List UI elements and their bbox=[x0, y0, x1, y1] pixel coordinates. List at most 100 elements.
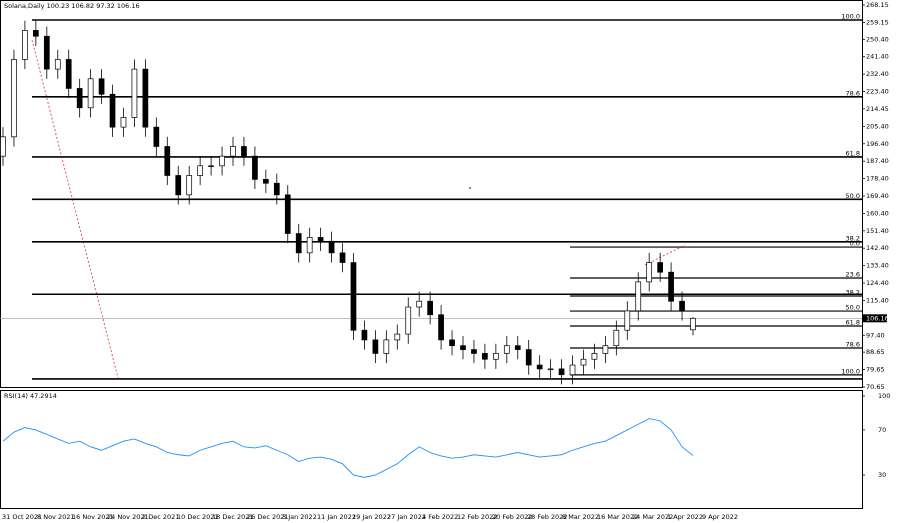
fib-label: 38.2 bbox=[846, 288, 860, 296]
candle-body bbox=[547, 368, 554, 371]
x-tick-label: 12 Feb 2022 bbox=[457, 513, 497, 521]
candle-body bbox=[54, 59, 61, 70]
rsi-tick-label: 30 bbox=[878, 471, 886, 479]
x-tick-label: 24 Mar 2022 bbox=[632, 513, 673, 521]
candle-body bbox=[142, 68, 149, 128]
candle-body bbox=[98, 78, 105, 95]
marker-dot bbox=[469, 187, 471, 189]
candle-body bbox=[405, 306, 412, 335]
candle-body bbox=[668, 271, 674, 302]
fib-label: 100.0 bbox=[841, 367, 860, 375]
x-tick-label: 19 Jan 2022 bbox=[352, 513, 391, 521]
candle-body bbox=[306, 237, 313, 254]
candle-body bbox=[613, 329, 620, 347]
x-tick-label: 16 Nov 2021 bbox=[72, 513, 114, 521]
candle-body bbox=[33, 30, 39, 37]
rsi-tick-label: 100 bbox=[878, 392, 890, 400]
x-tick-label: 27 Jan 2022 bbox=[387, 513, 426, 521]
candle-body bbox=[22, 30, 28, 60]
x-tick-label: 11 Jan 2022 bbox=[317, 513, 356, 521]
candle-body bbox=[460, 345, 466, 350]
candle-body bbox=[438, 314, 444, 341]
candle-body bbox=[427, 300, 433, 316]
x-tick-label: 1 Apr 2022 bbox=[667, 513, 703, 521]
fib-label: 78.6 bbox=[846, 89, 860, 97]
candle-body bbox=[219, 155, 225, 167]
trend-line bbox=[644, 244, 686, 266]
candle-body bbox=[657, 262, 663, 273]
candle-body bbox=[646, 262, 653, 283]
candle-body bbox=[449, 339, 455, 347]
fib-label: 38.2 bbox=[846, 234, 860, 242]
price-panel bbox=[0, 0, 863, 388]
y-tick-label: 187.40 bbox=[866, 157, 889, 165]
candle-body bbox=[383, 339, 390, 354]
x-tick-label: 3 Jan 2022 bbox=[282, 513, 317, 521]
candle-body bbox=[241, 146, 247, 157]
y-tick-label: 214.45 bbox=[866, 105, 889, 113]
x-tick-label: 4 Feb 2022 bbox=[422, 513, 458, 521]
candle-body bbox=[197, 165, 203, 176]
fib-label: 0.0 bbox=[850, 240, 860, 248]
y-tick-label: 151.40 bbox=[866, 227, 889, 235]
fib-label: 78.6 bbox=[846, 341, 860, 349]
x-tick-label: 8 Nov 2021 bbox=[37, 513, 75, 521]
candle-body bbox=[328, 240, 335, 254]
candle-body bbox=[87, 78, 94, 109]
fib-label: 100.0 bbox=[841, 12, 860, 20]
y-tick-label: 133.40 bbox=[866, 262, 889, 270]
y-tick-label: 205.40 bbox=[866, 122, 889, 130]
rsi-tick-label: 70 bbox=[878, 426, 886, 434]
candle-body bbox=[482, 353, 488, 360]
x-tick-label: 28 Feb 2022 bbox=[527, 513, 567, 521]
candle-body bbox=[186, 175, 193, 196]
candle-body bbox=[416, 300, 423, 308]
y-tick-label: 124.40 bbox=[866, 279, 889, 287]
x-tick-label: 18 Dec 2021 bbox=[212, 513, 254, 521]
fib-label: 50.0 bbox=[846, 192, 860, 200]
y-tick-label: 70.65 bbox=[866, 383, 885, 391]
y-tick-label: 115.40 bbox=[866, 296, 889, 304]
candle-body bbox=[284, 194, 291, 234]
x-tick-label: 20 Feb 2022 bbox=[492, 513, 532, 521]
candle-body bbox=[493, 353, 499, 360]
x-tick-label: 31 Oct 2021 bbox=[2, 513, 42, 521]
y-tick-label: 79.65 bbox=[866, 366, 885, 374]
candle-body bbox=[230, 146, 236, 157]
candle-body bbox=[394, 333, 401, 341]
candle-body bbox=[690, 317, 696, 331]
candle-body bbox=[317, 237, 324, 242]
x-tick-label: 10 Dec 2021 bbox=[177, 513, 219, 521]
fib-label: 61.8 bbox=[846, 318, 860, 326]
candle-body bbox=[361, 329, 368, 341]
last-price-label: 106.16 bbox=[866, 314, 889, 322]
x-tick-label: 24 Nov 2021 bbox=[107, 513, 149, 521]
candle-body bbox=[11, 59, 17, 138]
fib-label: 61.8 bbox=[846, 149, 860, 157]
candle-body bbox=[43, 35, 50, 70]
fib-label: 50.0 bbox=[846, 304, 860, 312]
candle-body bbox=[525, 349, 532, 366]
x-tick-label: 16 Mar 2022 bbox=[597, 513, 638, 521]
y-tick-label: 178.40 bbox=[866, 175, 889, 183]
candle-body bbox=[295, 233, 302, 254]
candle-body bbox=[109, 93, 116, 128]
candle-body bbox=[208, 165, 214, 167]
candle-body bbox=[120, 117, 127, 128]
candle-body bbox=[175, 175, 182, 196]
candle-body bbox=[580, 358, 587, 366]
last-price-box bbox=[863, 314, 887, 323]
y-tick-label: 88.65 bbox=[866, 348, 885, 356]
y-tick-label: 268.15 bbox=[866, 1, 889, 9]
y-tick-label: 97.40 bbox=[866, 331, 885, 339]
y-tick-label: 250.40 bbox=[866, 35, 889, 43]
y-tick-label: 142.40 bbox=[866, 244, 889, 252]
candle-body bbox=[350, 262, 357, 331]
candle-body bbox=[569, 364, 576, 376]
candle-body bbox=[65, 59, 72, 89]
rsi-panel bbox=[0, 390, 863, 509]
x-tick-label: 8 Mar 2022 bbox=[562, 513, 599, 521]
candle-body bbox=[153, 126, 160, 147]
